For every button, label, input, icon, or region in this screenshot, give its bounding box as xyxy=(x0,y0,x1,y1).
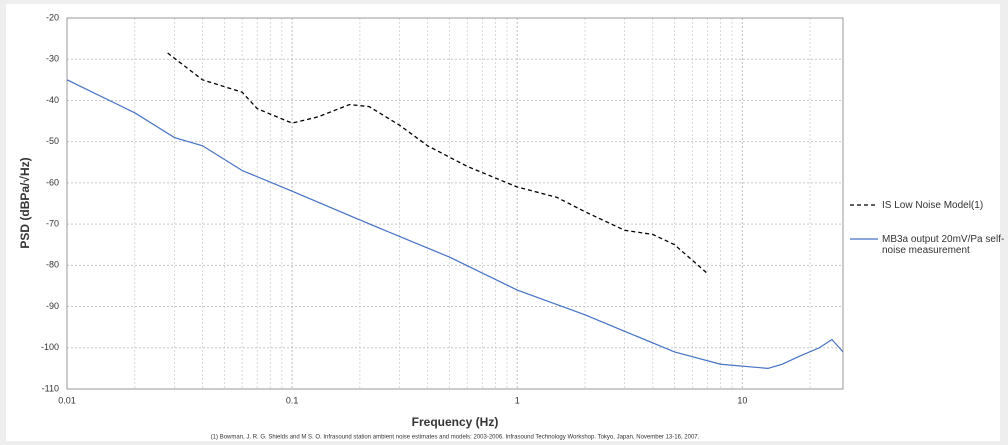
footnote: (1) Bowman, J. R. G. Shields and M S. O.… xyxy=(211,435,700,441)
y-tick-label: -70 xyxy=(46,218,59,228)
y-tick-label: -50 xyxy=(46,136,59,146)
y-axis-label: PSD (dBPa/√Hz) xyxy=(18,157,32,248)
series-line xyxy=(66,79,844,369)
x-tick-label: 0.01 xyxy=(58,395,76,405)
legend-swatch xyxy=(850,238,878,240)
y-tick-label: -30 xyxy=(46,54,59,64)
x-tick-label: 0.1 xyxy=(286,395,299,405)
x-tick-label: 10 xyxy=(737,395,747,405)
legend-entry: MB3a output 20mV/Pa self-noise measureme… xyxy=(850,234,1008,256)
series-line xyxy=(167,52,708,275)
chart-frame xyxy=(6,4,1000,441)
legend-label: MB3a output 20mV/Pa self-noise measureme… xyxy=(882,234,1005,256)
y-tick-label: -20 xyxy=(46,12,59,22)
plot-border xyxy=(66,17,844,390)
y-tick-label: -100 xyxy=(41,342,59,352)
y-tick-label: -90 xyxy=(46,301,59,311)
x-tick-label: 1 xyxy=(515,395,520,405)
y-tick-label: -80 xyxy=(46,260,59,270)
y-tick-label: -40 xyxy=(46,95,59,105)
legend-entry: IS Low Noise Model(1) xyxy=(850,200,1008,211)
legend-label: IS Low Noise Model(1) xyxy=(882,200,984,211)
legend-swatch xyxy=(850,204,878,206)
y-tick-label: -60 xyxy=(46,177,59,187)
y-tick-label: -110 xyxy=(42,383,59,393)
x-axis-label: Frequency (Hz) xyxy=(412,415,499,429)
